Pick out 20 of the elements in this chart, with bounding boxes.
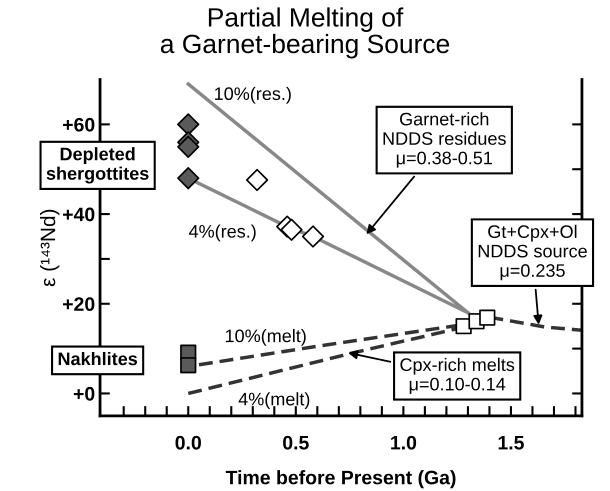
x-axis-title: Time before Present (Ga) — [226, 470, 456, 488]
annotation: Depleted shergottites — [46, 147, 149, 184]
annotation: 10%(melt) — [226, 328, 306, 346]
annotation: 4%(melt) — [238, 392, 310, 410]
y-tick-label: +60 — [63, 118, 94, 132]
y-tick-label: +0 — [74, 386, 94, 401]
y-tick-label: +20 — [63, 297, 94, 311]
annotation: Cpx-rich melts μ=0.10-0.14 — [400, 358, 514, 394]
x-tick-label: 1.5 — [498, 436, 524, 450]
x-tick-label: 1.0 — [391, 436, 416, 450]
annotation: 4%(res.) — [188, 224, 256, 242]
y-tick-label: +40 — [63, 208, 94, 222]
annotation: Nakhlites — [58, 352, 138, 366]
x-tick-label: 0.0 — [176, 436, 201, 450]
annotation: Gt+Cpx+Ol NDDS source μ=0.235 — [478, 224, 587, 280]
y-axis-title: ε (¹⁴³Nd) — [40, 210, 60, 286]
annotation: Garnet-rich NDDS residues μ=0.38-0.51 — [384, 112, 506, 168]
chart-title: Partial Melting of a Garnet-bearing Source — [160, 7, 450, 58]
annotation: 10%(res.) — [215, 86, 291, 104]
x-tick-label: 0.5 — [283, 436, 309, 450]
